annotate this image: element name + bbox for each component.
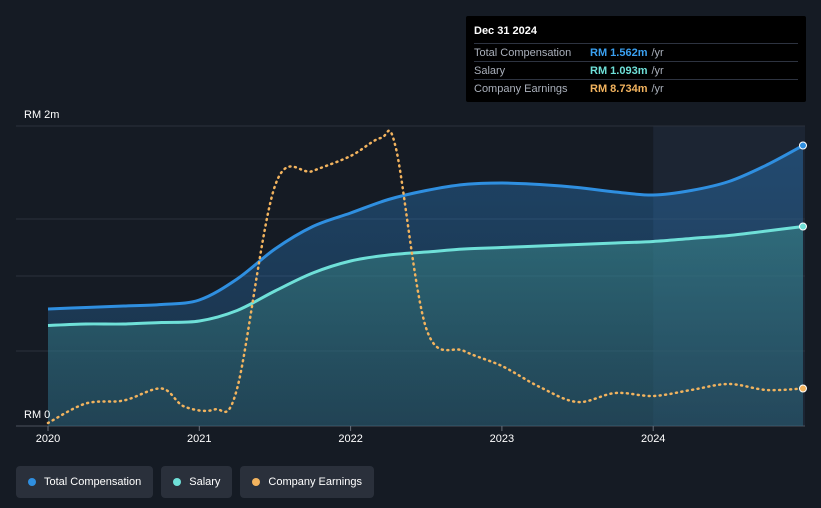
tooltip-row-total-compensation: Total Compensation RM 1.562m /yr [474,43,798,61]
tooltip-label: Salary [474,64,506,77]
total-compensation-end-point [798,141,807,150]
salary-end-point [798,222,807,231]
x-tick-label: 2023 [490,433,514,445]
x-tick-label: 2024 [641,433,665,445]
tooltip-unit: /yr [651,46,664,59]
tooltip-row-company-earnings: Company Earnings RM 8.734m /yr [474,79,798,97]
legend-item-total-compensation[interactable]: Total Compensation [16,466,154,498]
tooltip-label: Total Compensation [474,46,572,59]
legend-dot-icon [173,478,182,486]
company-earnings-line [46,129,805,425]
tooltip-unit: /yr [651,82,664,95]
legend-label: Salary [189,476,221,488]
legend: Total Compensation Salary Company Earnin… [16,466,374,498]
x-tick-label: 2021 [187,433,211,445]
legend-label: Total Compensation [44,476,142,488]
legend-item-company-earnings[interactable]: Company Earnings [240,466,374,498]
tooltip-value: RM 8.734m [590,82,648,95]
legend-item-salary[interactable]: Salary [161,466,233,498]
company-earnings-end-point [798,384,807,393]
tooltip-value: RM 1.093m [590,64,648,77]
legend-label: Company Earnings [268,476,362,488]
tooltip-unit: /yr [651,64,664,77]
legend-dot-icon [252,478,261,486]
tooltip-value: RM 1.562m [590,46,648,59]
tooltip-label: Company Earnings [474,82,568,95]
y-axis-label-bottom: RM 0 [24,409,50,421]
salary-line [47,225,804,327]
x-tick-label: 2022 [338,433,362,445]
legend-dot-icon [28,478,36,486]
y-axis-label-top: RM 2m [24,109,59,121]
total-compensation-line [47,144,804,311]
tooltip-row-salary: Salary RM 1.093m /yr [474,61,798,79]
x-tick-label: 2020 [36,433,60,445]
salary-area [48,226,803,426]
tooltip-date: Dec 31 2024 [474,25,537,37]
tooltip-panel: Dec 31 2024 Total Compensation RM 1.562m… [466,16,806,102]
